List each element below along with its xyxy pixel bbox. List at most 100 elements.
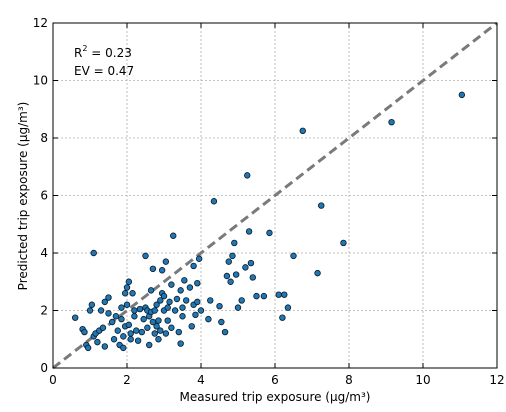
data-point bbox=[157, 327, 164, 334]
identity-reference-line bbox=[52, 21, 498, 370]
data-point bbox=[284, 304, 292, 311]
data-point bbox=[186, 284, 194, 291]
data-point bbox=[188, 323, 195, 330]
data-point bbox=[177, 287, 184, 294]
data-point bbox=[118, 304, 125, 311]
data-point bbox=[299, 127, 306, 135]
data-point bbox=[164, 304, 171, 311]
data-point bbox=[153, 323, 160, 330]
data-point bbox=[160, 292, 168, 300]
data-point bbox=[147, 287, 155, 294]
data-point bbox=[227, 278, 234, 285]
data-point bbox=[195, 255, 203, 262]
data-points bbox=[71, 91, 466, 352]
data-point bbox=[166, 298, 173, 306]
data-point bbox=[162, 258, 170, 265]
y-tick-label: 0 bbox=[40, 361, 48, 375]
data-point bbox=[149, 265, 157, 273]
data-point bbox=[114, 327, 121, 334]
data-point bbox=[145, 341, 153, 349]
data-point bbox=[266, 229, 273, 237]
x-axis-ticks: 0 2 4 6 8 10 12 bbox=[49, 23, 505, 387]
data-point bbox=[118, 315, 125, 323]
data-point bbox=[71, 314, 79, 321]
r-squared-annotation: R2 = 0.23 bbox=[74, 44, 132, 60]
data-point bbox=[168, 324, 175, 331]
data-point bbox=[105, 294, 112, 301]
data-point bbox=[216, 302, 223, 310]
data-point bbox=[244, 172, 251, 179]
data-point bbox=[120, 333, 127, 340]
y-tick-label: 4 bbox=[40, 246, 48, 260]
data-point bbox=[340, 239, 347, 247]
data-point bbox=[142, 252, 149, 260]
y-tick-label: 2 bbox=[40, 304, 48, 318]
x-tick-label: 4 bbox=[197, 373, 205, 387]
data-point bbox=[86, 307, 94, 314]
data-point bbox=[221, 328, 229, 336]
data-point bbox=[205, 315, 212, 323]
data-point bbox=[120, 344, 127, 352]
data-point bbox=[253, 292, 260, 300]
data-point bbox=[314, 269, 321, 277]
data-point bbox=[173, 295, 181, 303]
data-point bbox=[194, 279, 201, 287]
data-point bbox=[232, 271, 240, 278]
y-tick-label: 10 bbox=[33, 74, 48, 88]
x-tick-label: 6 bbox=[271, 373, 279, 387]
data-point bbox=[123, 284, 131, 291]
data-point bbox=[151, 307, 158, 314]
data-point bbox=[157, 297, 164, 304]
data-point bbox=[177, 340, 184, 347]
data-point bbox=[458, 91, 466, 99]
data-point bbox=[234, 304, 242, 311]
data-point bbox=[105, 310, 112, 317]
data-point bbox=[279, 314, 286, 321]
data-point bbox=[190, 262, 197, 270]
x-tick-label: 12 bbox=[489, 373, 504, 387]
x-tick-label: 0 bbox=[49, 373, 57, 387]
y-tick-label: 6 bbox=[40, 189, 48, 203]
data-point bbox=[144, 324, 151, 331]
data-point bbox=[171, 307, 179, 314]
data-point bbox=[127, 330, 134, 337]
data-point bbox=[112, 313, 120, 320]
data-point bbox=[229, 252, 236, 260]
data-point bbox=[94, 338, 101, 346]
data-point bbox=[290, 252, 297, 260]
data-point bbox=[138, 328, 145, 336]
data-point bbox=[207, 297, 214, 304]
data-point bbox=[125, 278, 133, 285]
x-tick-label: 8 bbox=[345, 373, 353, 387]
data-point bbox=[101, 298, 108, 306]
data-point bbox=[151, 330, 158, 337]
data-point bbox=[99, 324, 107, 331]
data-point bbox=[242, 264, 249, 271]
data-point bbox=[210, 198, 218, 205]
x-tick-label: 2 bbox=[123, 373, 131, 387]
data-point bbox=[121, 290, 129, 297]
data-point bbox=[155, 336, 162, 343]
data-point bbox=[131, 313, 138, 320]
data-point bbox=[194, 298, 201, 306]
data-point bbox=[131, 307, 138, 314]
data-point bbox=[158, 267, 166, 274]
data-point bbox=[129, 290, 136, 297]
data-point bbox=[192, 311, 199, 319]
data-point bbox=[181, 277, 188, 284]
data-point bbox=[81, 328, 88, 336]
data-point bbox=[238, 297, 245, 304]
data-point bbox=[182, 297, 190, 304]
data-point bbox=[223, 272, 231, 280]
data-point bbox=[125, 321, 133, 329]
data-point bbox=[97, 307, 105, 314]
data-point bbox=[168, 281, 175, 288]
data-point bbox=[162, 330, 170, 337]
data-point bbox=[281, 291, 288, 298]
y-axis-label: Predicted trip exposure (µg/m³) bbox=[16, 102, 30, 291]
data-point bbox=[175, 328, 182, 336]
data-point bbox=[170, 232, 177, 239]
data-point bbox=[110, 336, 118, 343]
data-point bbox=[179, 304, 186, 311]
